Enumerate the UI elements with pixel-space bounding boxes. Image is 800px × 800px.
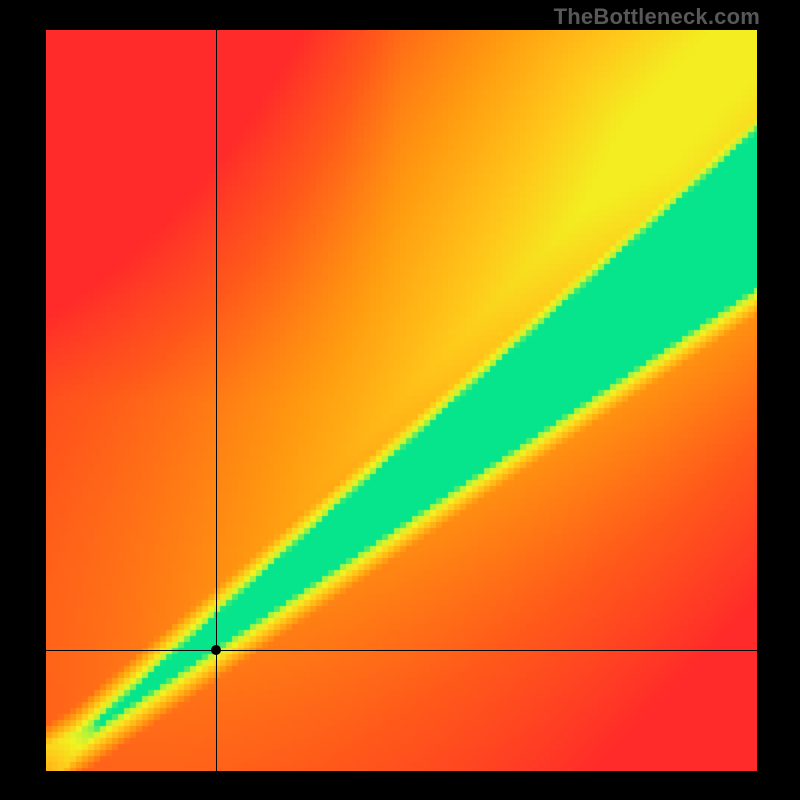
chart-container: TheBottleneck.com <box>0 0 800 800</box>
plot-area <box>46 30 757 771</box>
heatmap-canvas <box>46 30 757 771</box>
watermark-text: TheBottleneck.com <box>554 4 760 30</box>
crosshair-dot <box>211 645 221 655</box>
crosshair-vertical <box>216 30 217 771</box>
crosshair-horizontal <box>46 650 757 651</box>
